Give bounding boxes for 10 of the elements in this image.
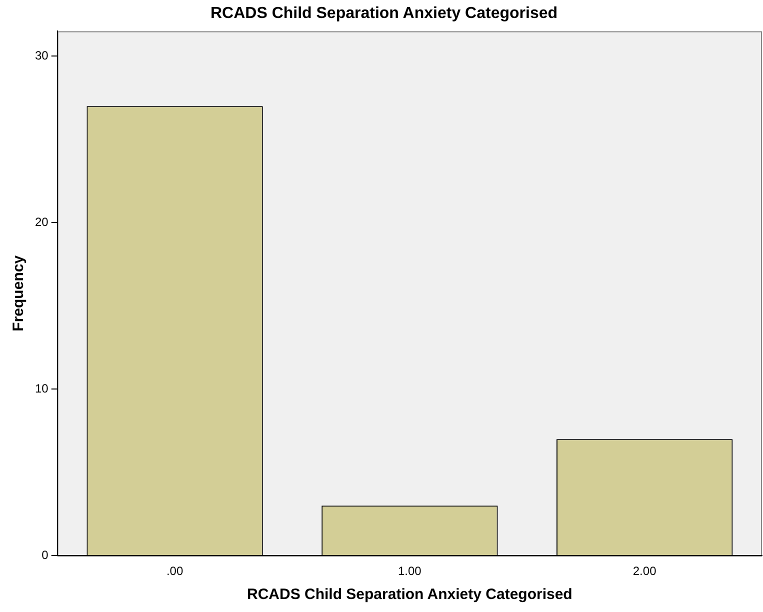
y-axis-title: Frequency [10,254,28,332]
x-tick-label: 2.00 [632,564,657,578]
x-axis-title: RCADS Child Separation Anxiety Categorised [247,586,572,604]
y-tick-label: 20 [34,214,49,229]
y-tick-label: 0 [42,548,49,562]
y-tick-label: 10 [34,381,49,396]
x-tick-label: .00 [166,564,184,578]
chart-title: RCADS Child Separation Anxiety Categorised [210,5,558,22]
x-tick-label: 1.00 [398,564,422,578]
y-tick-label: 30 [34,48,49,62]
